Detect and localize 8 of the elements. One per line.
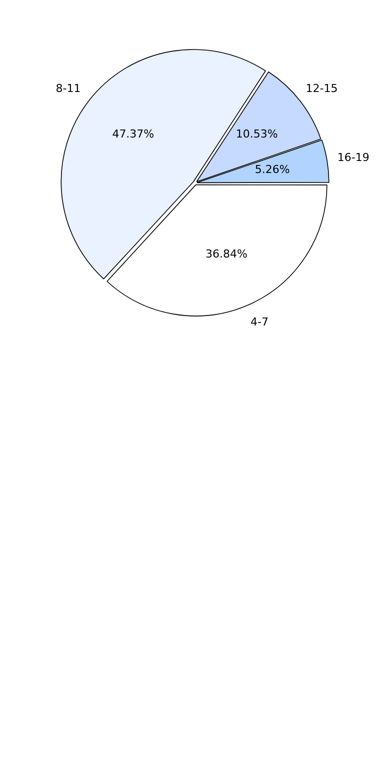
data-label: 5.26%: [254, 162, 290, 176]
data-label: 10.53%: [236, 128, 278, 141]
data-label: 47.37%: [112, 128, 154, 141]
slice-label: 16-19: [337, 150, 370, 164]
slice-label: 8-11: [56, 82, 81, 96]
slice-label: 12-15: [306, 82, 338, 96]
slice-label: 4-7: [250, 316, 269, 329]
data-label: 36.84%: [206, 248, 248, 261]
